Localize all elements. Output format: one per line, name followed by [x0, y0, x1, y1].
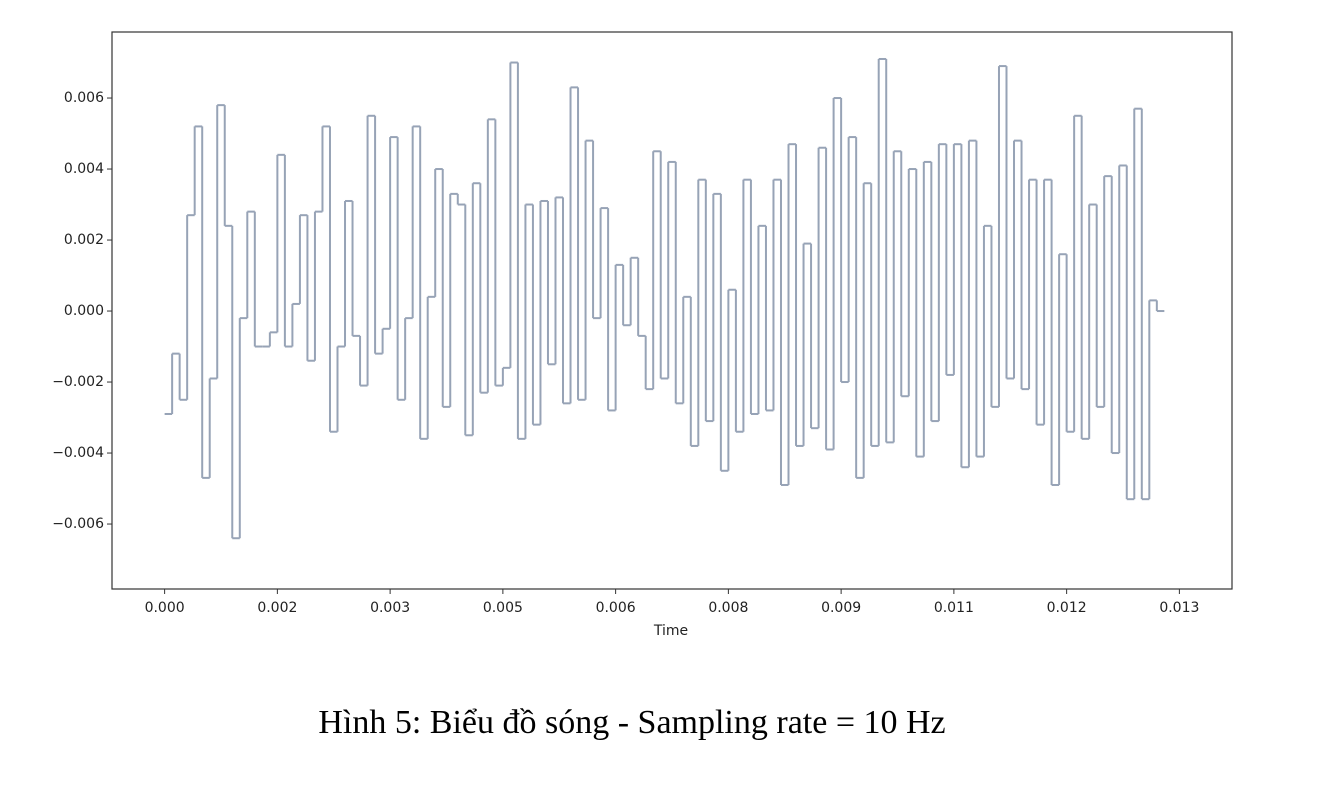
x-tick-label: 0.011	[934, 600, 974, 616]
step-riser	[171, 58, 1158, 539]
y-tick-label: −0.004	[52, 445, 104, 461]
y-tick-label: 0.002	[64, 232, 104, 248]
x-axis-label: Time	[653, 623, 688, 639]
y-tick-label: 0.006	[64, 90, 104, 106]
x-tick-label: 0.008	[708, 600, 748, 616]
y-tick-label: 0.000	[64, 303, 104, 319]
caption: Hình 5: Biểu đồ sóng - Sampling rate = 1…	[318, 704, 945, 741]
x-tick-label: 0.005	[483, 600, 523, 616]
plot-frame	[111, 31, 1233, 590]
y-tick-label: 0.004	[64, 161, 104, 177]
x-tick-label: 0.006	[596, 600, 636, 616]
x-tick-label: 0.000	[145, 600, 185, 616]
x-tick-label: 0.002	[257, 600, 297, 616]
y-tick-label: −0.006	[52, 516, 104, 532]
y-tick-label: −0.002	[52, 374, 104, 390]
x-tick-label: 0.009	[821, 600, 861, 616]
x-tick-label: 0.012	[1047, 600, 1087, 616]
x-tick-label: 0.003	[370, 600, 410, 616]
x-tick-label: 0.013	[1159, 600, 1199, 616]
